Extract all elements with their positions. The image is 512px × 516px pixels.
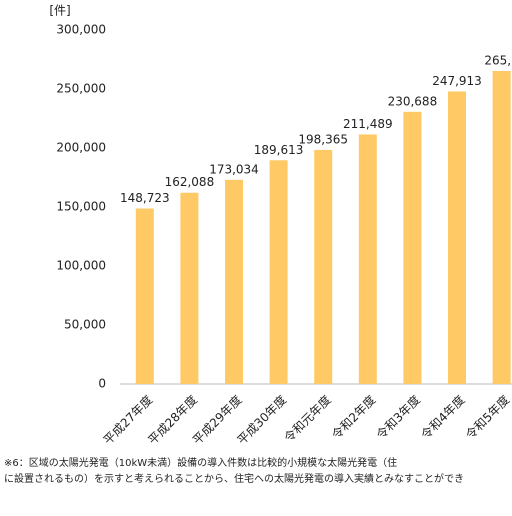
value-label: 189,613: [254, 143, 304, 157]
value-label: 265,3: [484, 53, 512, 67]
y-tick-label: 100,000: [56, 259, 106, 273]
y-tick-label: 200,000: [56, 141, 106, 155]
bar: [225, 179, 243, 384]
bar: [448, 91, 466, 385]
x-tick-label: 令和元年度: [281, 392, 334, 445]
x-tick-label: 令和4年度: [418, 392, 468, 442]
bar: [269, 160, 288, 384]
y-tick-label: 150,000: [56, 200, 106, 214]
y-axis-label: [件]: [49, 4, 70, 18]
bar: [492, 70, 511, 385]
value-label: 198,365: [298, 132, 348, 146]
bar: [135, 208, 154, 384]
bar: [403, 111, 422, 385]
y-tick-label: 0: [98, 377, 106, 391]
y-tick-label: 300,000: [56, 23, 106, 37]
x-tick-label: 令和5年度: [462, 392, 512, 442]
value-label: 148,723: [120, 191, 170, 205]
value-label: 173,034: [209, 162, 259, 176]
y-tick-label: 50,000: [64, 318, 106, 332]
bar: [358, 134, 377, 384]
value-label: 162,088: [165, 175, 215, 189]
bar: [314, 149, 333, 384]
bar: [180, 192, 199, 384]
y-tick-label: 250,000: [56, 82, 106, 96]
value-label: 211,489: [343, 117, 393, 131]
x-tick-label: 令和3年度: [373, 392, 423, 442]
x-tick-label: 令和2年度: [328, 392, 378, 442]
footnote: ※6：区域の太陽光発電（10kW未満）設備の導入件数は比較的小規模な太陽光発電（…: [4, 456, 397, 469]
value-label: 247,913: [432, 74, 482, 88]
value-label: 230,688: [388, 94, 438, 108]
footnote: に設置されるもの）を示すと考えられることから、住宅への太陽光発電の導入実績とみな…: [4, 472, 464, 485]
